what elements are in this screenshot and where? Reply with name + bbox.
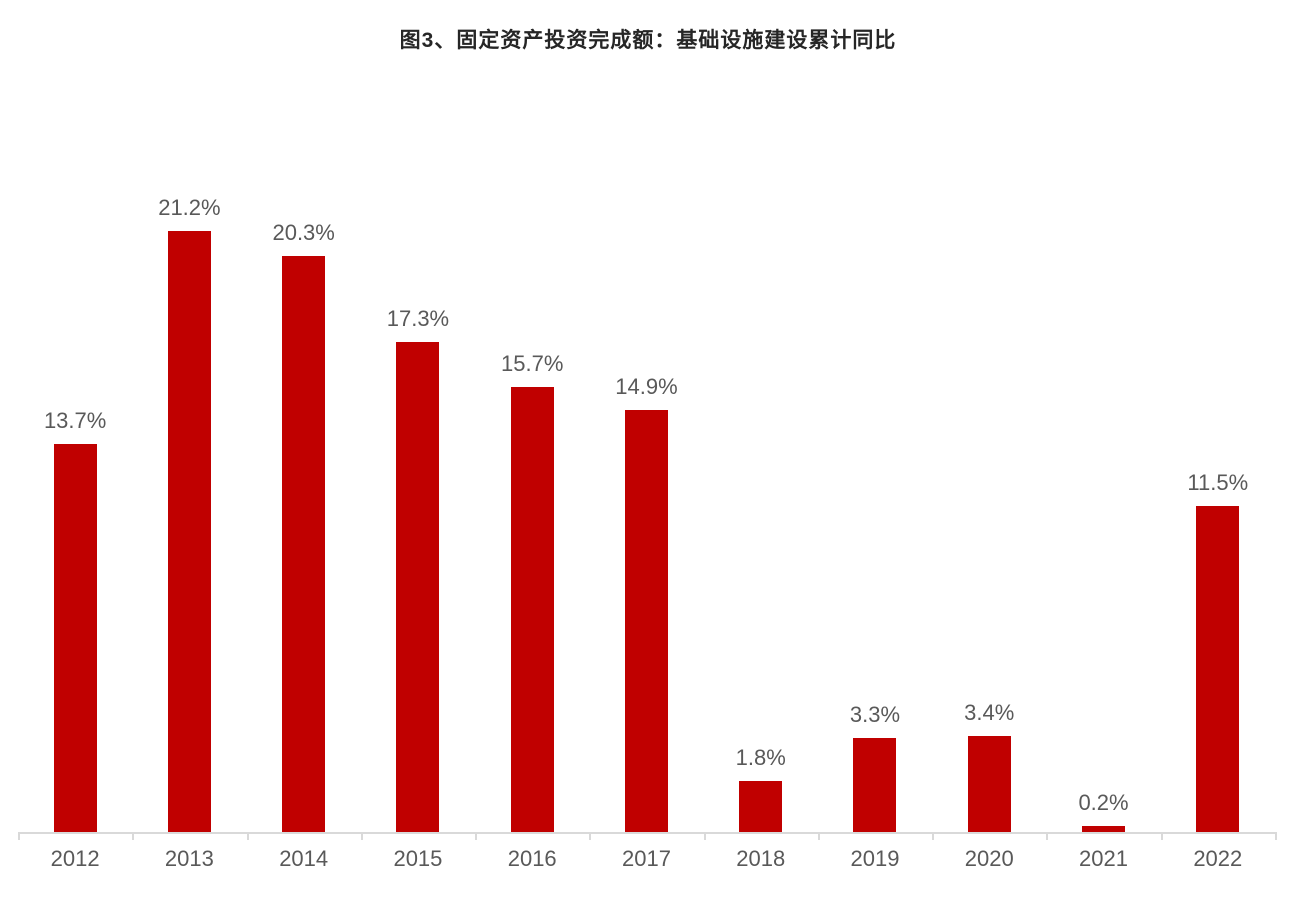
x-tick-label-2012: 2012 (50, 846, 100, 871)
bar-2019 (853, 738, 897, 832)
x-axis-labels: 2012 2013 2014 2015 2016 2017 2018 2019 2020 2021… (18, 846, 1275, 872)
bar-group-2014: 20.3% (247, 120, 361, 832)
value-label: 15.7% (501, 350, 564, 376)
x-axis-tick (589, 832, 591, 840)
x-tick-label-2015: 2015 (393, 846, 443, 871)
value-label: 3.3% (849, 701, 901, 727)
x-axis-tick (932, 832, 934, 840)
bar-2021 (1082, 826, 1126, 832)
value-label: 0.2% (1078, 789, 1129, 815)
x-tick-label-2018: 2018 (736, 846, 786, 871)
bar-group-2020: 3.4% (932, 120, 1046, 832)
value-label: 1.8% (735, 744, 786, 770)
x-tick-label-2016: 2016 (507, 846, 557, 871)
bar-2015 (396, 342, 440, 832)
x-axis-tick (132, 832, 134, 840)
x-axis-tick (1046, 832, 1048, 840)
x-axis-tick (18, 832, 20, 840)
bar-group-2017: 14.9% (589, 120, 703, 832)
x-axis-tick (818, 832, 820, 840)
bar-2018 (739, 781, 783, 832)
x-tick-label-2020: 2020 (964, 846, 1014, 871)
x-axis-tick (475, 832, 477, 840)
bar-group-2012: 13.7% (18, 120, 132, 832)
value-label: 14.9% (615, 373, 678, 399)
bar-2016 (510, 387, 554, 832)
x-tick-label-2021: 2021 (1079, 846, 1128, 871)
bar-2014 (282, 256, 326, 832)
bar-2020 (967, 736, 1011, 832)
bar-group-2013: 21.2% (132, 120, 246, 832)
bar-2013 (167, 231, 211, 832)
bar-2022 (1196, 506, 1240, 832)
value-label: 11.5% (1187, 469, 1249, 495)
x-axis-tick (704, 832, 706, 840)
x-tick-label-2019: 2019 (850, 846, 900, 871)
x-tick-label-2013: 2013 (164, 846, 214, 871)
value-label: 3.4% (964, 699, 1015, 725)
value-label: 13.7% (43, 407, 107, 433)
bar-2017 (624, 410, 668, 832)
plot-area: 13.7% 21.2% 20.3% 17.3% 15.7% 14.9% 1.8% 3.3% 3.… (18, 120, 1275, 832)
bar-group-2022: 11.5% (1161, 120, 1275, 832)
chart-title: 图3、固定资产投资完成额：基础设施建设累计同比 (399, 29, 897, 52)
x-tick-label-2017: 2017 (621, 846, 671, 871)
bar-group-2016: 15.7% (475, 120, 589, 832)
x-tick-label-2022: 2022 (1193, 846, 1243, 871)
x-axis-tick (361, 832, 363, 840)
x-tick-label-2014: 2014 (279, 846, 329, 871)
bar-2012 (53, 444, 97, 832)
value-label: 20.3% (272, 219, 335, 245)
value-label: 17.3% (386, 305, 450, 331)
value-label: 21.2% (158, 194, 221, 220)
x-axis-tick (1275, 832, 1277, 840)
bar-group-2015: 17.3% (361, 120, 475, 832)
bar-group-2018: 1.8% (704, 120, 818, 832)
x-axis-tick (247, 832, 249, 840)
x-axis-line (18, 832, 1276, 834)
bar-group-2021: 0.2% (1046, 120, 1160, 832)
bar-group-2019: 3.3% (818, 120, 932, 832)
x-axis-tick (1161, 832, 1163, 840)
